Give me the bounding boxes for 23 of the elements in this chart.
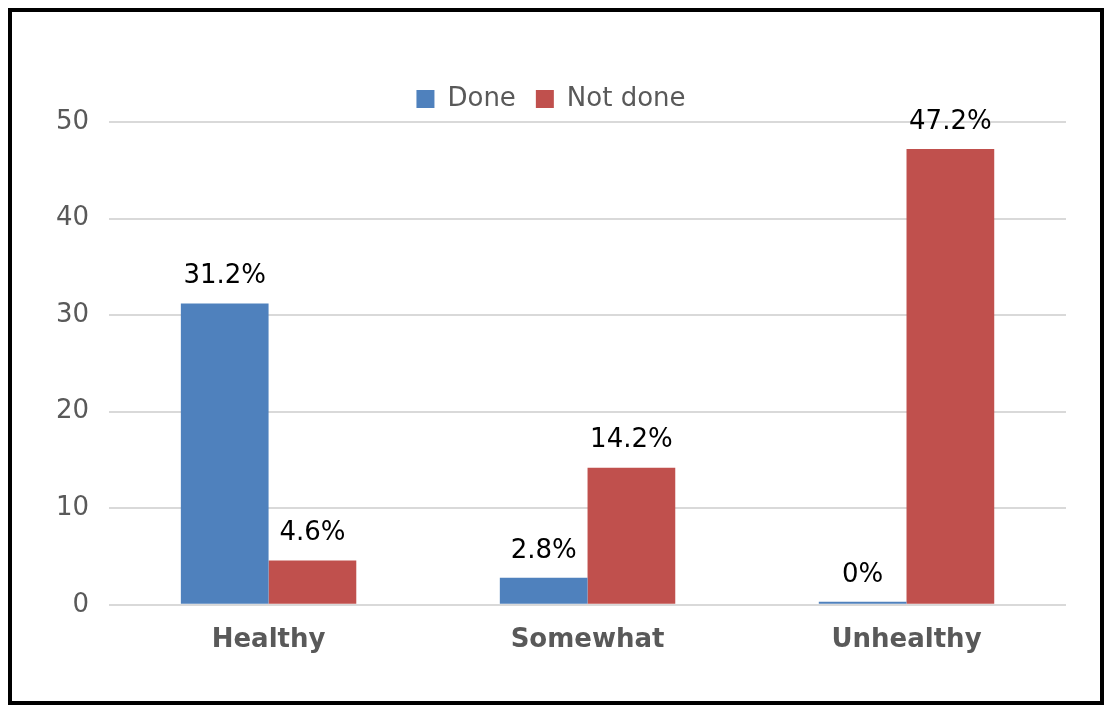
x-tick-label: Healthy [211, 623, 326, 654]
bar [268, 560, 357, 604]
y-tick-label: 30 [55, 297, 90, 328]
data-label: 4.6% [279, 516, 346, 547]
data-label: 14.2% [590, 423, 673, 454]
y-tick-label: 20 [55, 394, 90, 425]
data-label: 31.2% [183, 259, 267, 290]
data-label: 2.8% [510, 533, 577, 564]
x-tick-label: Somewhat [510, 623, 665, 654]
bar [180, 303, 269, 604]
bar [587, 467, 676, 604]
y-tick-label: 0 [72, 587, 90, 618]
data-label: 47.2% [909, 104, 992, 135]
y-tick-label: 50 [55, 104, 90, 135]
y-tick-label: 40 [55, 201, 90, 232]
legend-label: Not done [566, 81, 686, 112]
bar [499, 577, 588, 604]
data-label: 0% [842, 557, 884, 588]
bar [906, 149, 995, 604]
legend-label: Done [447, 81, 516, 112]
frame: Done Not done Healthy Somewhat Unhealthy 0 10 20 30 40 50 31.2% 2.8% 0% 4.6% 14.2% 47.2% [8, 8, 1104, 705]
x-tick-label: Unhealthy [831, 623, 982, 654]
y-tick-label: 10 [55, 490, 90, 521]
